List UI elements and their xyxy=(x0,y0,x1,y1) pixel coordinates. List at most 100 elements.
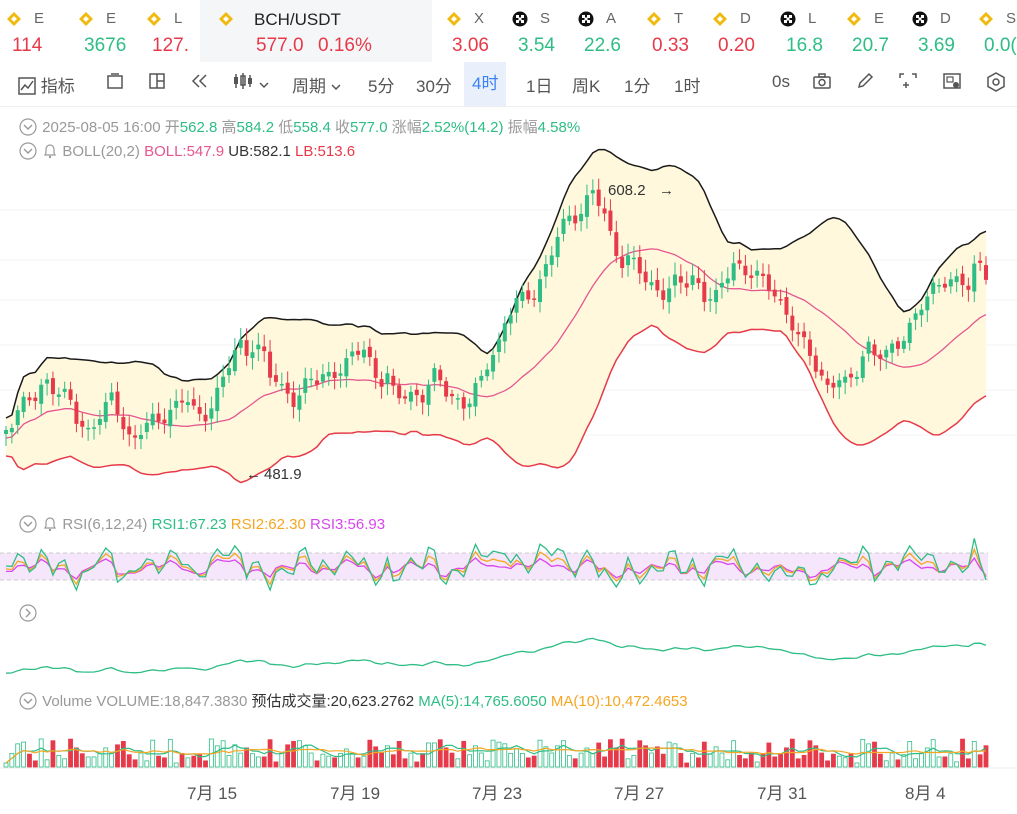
volume-bar xyxy=(684,762,690,768)
volume-bar xyxy=(79,753,85,768)
indicators-button[interactable]: 指标 xyxy=(18,72,75,97)
candle-body xyxy=(796,331,801,335)
settings-icon[interactable] xyxy=(986,72,1006,97)
volume-bar xyxy=(85,756,91,768)
volume-bar xyxy=(520,752,525,768)
volume-bar xyxy=(766,742,772,768)
volume-bar xyxy=(308,752,314,768)
candle-body xyxy=(33,397,38,401)
candle-body xyxy=(684,283,689,288)
collapse-icon[interactable] xyxy=(18,514,38,534)
ticker-item[interactable]: S 0.0( xyxy=(972,0,1017,62)
ticker-item[interactable]: A 22.6 xyxy=(572,0,634,62)
period-dropdown[interactable]: 周期 xyxy=(292,72,341,97)
bell-icon[interactable] xyxy=(42,516,58,532)
interval-3[interactable]: 1日 xyxy=(526,77,553,96)
volume-bar xyxy=(250,753,255,768)
interval-6[interactable]: 1时 xyxy=(674,77,701,96)
binance-icon xyxy=(647,12,661,26)
ticker-item[interactable]: L 127. xyxy=(140,0,202,62)
screenshot-icon[interactable] xyxy=(942,72,962,95)
volume-bar xyxy=(930,739,936,768)
volume-bar xyxy=(760,753,766,768)
ticker-item[interactable]: S 3.54 xyxy=(506,0,568,62)
volume-bar xyxy=(132,759,138,768)
ticker-item[interactable]: D 0.20 xyxy=(706,0,768,62)
collapse-icon[interactable] xyxy=(18,141,38,161)
volume-bar xyxy=(743,758,748,768)
ticker-item[interactable]: T 0.33 xyxy=(640,0,702,62)
candle-body xyxy=(256,344,261,350)
collapse-icon[interactable] xyxy=(18,691,38,711)
binance-icon xyxy=(147,12,161,26)
volume-bar xyxy=(819,752,825,768)
candle-body xyxy=(631,257,636,260)
volume-bar xyxy=(731,740,737,768)
ticker-item[interactable]: L 16.8 xyxy=(774,0,836,62)
candle-body xyxy=(68,389,73,400)
indicator-expand[interactable] xyxy=(18,603,38,627)
x-axis-label: 7月 31 xyxy=(757,784,808,803)
volume-bar xyxy=(860,738,866,768)
volume-bar xyxy=(543,746,549,768)
chart-type-dropdown[interactable] xyxy=(232,72,269,95)
volume-bar xyxy=(502,743,508,768)
ticker-item[interactable]: BCH/USDT 577.0 0.16% xyxy=(200,0,432,62)
camera-icon[interactable] xyxy=(812,72,832,95)
volume-bar xyxy=(883,760,889,768)
bell-icon[interactable] xyxy=(42,143,58,159)
collapse-icon[interactable] xyxy=(18,117,38,137)
layout-icon[interactable] xyxy=(106,72,124,95)
ticker-item[interactable]: E 20.7 xyxy=(840,0,902,62)
boll-mid-line xyxy=(5,248,987,439)
volume-bar xyxy=(408,752,414,768)
crosshair-add-icon[interactable] xyxy=(898,72,918,95)
candle-body xyxy=(361,349,366,358)
interval-4[interactable]: 周K xyxy=(572,77,601,96)
candle-body xyxy=(966,285,971,290)
candle-body xyxy=(109,392,114,401)
split-icon[interactable] xyxy=(148,72,166,95)
interval-5[interactable]: 1分 xyxy=(624,77,651,96)
volume-bar xyxy=(654,746,660,768)
volume-bar xyxy=(531,755,537,768)
candle-body xyxy=(831,382,836,388)
ticker-item[interactable]: E 3676 xyxy=(72,0,134,62)
candle-body xyxy=(191,399,196,406)
volume-bar xyxy=(649,752,654,768)
volume-bar xyxy=(162,757,167,768)
chevron-right-icon[interactable] xyxy=(18,603,38,623)
rewind-icon[interactable] xyxy=(190,72,210,95)
period-label: 周期 xyxy=(292,77,326,96)
candle-body xyxy=(649,282,654,286)
indicator-icon xyxy=(18,77,36,95)
volume-bar xyxy=(713,746,719,768)
chevron-down-icon xyxy=(331,84,341,91)
candle-body xyxy=(696,278,701,284)
boll-lower-line xyxy=(5,324,987,484)
high-arrow: → xyxy=(659,182,674,199)
ticker-item[interactable]: X 3.06 xyxy=(440,0,502,62)
volume-bar xyxy=(561,740,566,768)
candle-body xyxy=(491,354,496,372)
ticker-symbol: L xyxy=(174,10,183,27)
candle-body xyxy=(385,373,390,384)
ticker-item[interactable]: D 3.69 xyxy=(906,0,968,62)
candle-body xyxy=(602,208,607,214)
pen-icon[interactable] xyxy=(856,72,874,95)
interval-1[interactable]: 30分 xyxy=(416,77,452,96)
interval-0[interactable]: 5分 xyxy=(368,77,395,96)
candle-body xyxy=(538,279,543,303)
volume-bar xyxy=(578,752,584,768)
candle-body xyxy=(461,397,466,409)
candle-body xyxy=(725,278,730,284)
volume-bar xyxy=(38,738,44,768)
ticker-item[interactable]: E 114 xyxy=(0,0,62,62)
interval-2[interactable]: 4时 xyxy=(464,62,507,106)
candle-body xyxy=(978,260,983,263)
candle-body xyxy=(608,210,613,231)
candle-body xyxy=(813,355,818,372)
volume-bar xyxy=(320,753,326,768)
volume-bar xyxy=(426,742,431,768)
rsi-info: RSI(6,12,24) RSI1:67.23 RSI2:62.30 RSI3:… xyxy=(18,514,385,534)
